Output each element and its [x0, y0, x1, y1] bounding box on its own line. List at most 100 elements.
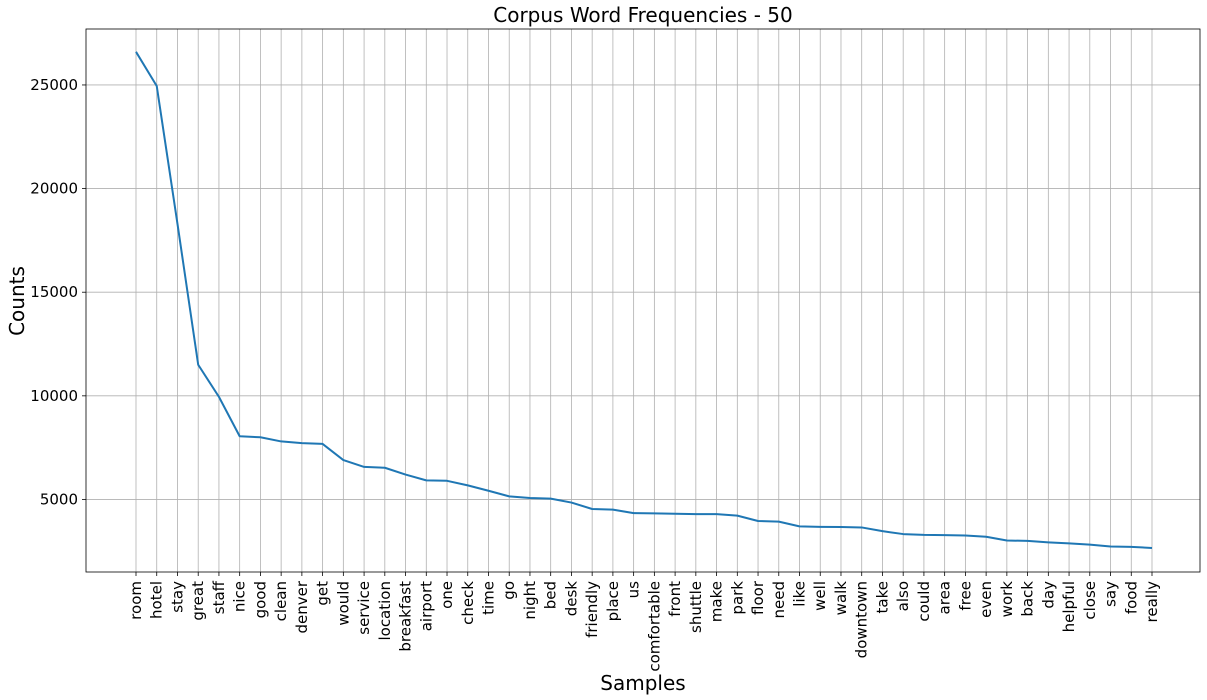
- data-point: [1068, 542, 1070, 544]
- y-axis-title: Counts: [5, 266, 29, 336]
- x-tick-label: shuttle: [687, 581, 705, 633]
- grid-lines: [86, 29, 1200, 572]
- x-tick-label: time: [479, 581, 497, 615]
- x-tick-label: breakfast: [397, 581, 415, 652]
- x-tick-label: need: [770, 581, 788, 619]
- data-point: [1047, 541, 1049, 543]
- x-tick-label: even: [977, 581, 995, 618]
- x-tick-label: hotel: [148, 581, 166, 619]
- data-point: [923, 534, 925, 536]
- x-tick-label: make: [708, 581, 726, 622]
- x-tick-label: day: [1039, 581, 1057, 609]
- data-point: [529, 497, 531, 499]
- x-tick-label: park: [728, 581, 746, 615]
- data-point: [964, 535, 966, 537]
- data-point: [819, 526, 821, 528]
- x-tick-label: would: [334, 581, 352, 626]
- data-point: [301, 442, 303, 444]
- data-point: [1089, 544, 1091, 546]
- x-tick-label: place: [604, 581, 622, 621]
- data-point: [1130, 546, 1132, 548]
- x-tick-label: well: [811, 581, 829, 611]
- data-point: [736, 515, 738, 517]
- data-point: [280, 440, 282, 442]
- data-point: [446, 480, 448, 482]
- data-point: [239, 435, 241, 437]
- data-point: [1151, 547, 1153, 549]
- x-tick-label: front: [666, 581, 684, 617]
- x-tick-label: comfortable: [645, 581, 663, 672]
- data-point: [197, 364, 199, 366]
- data-point: [881, 530, 883, 532]
- data-point: [757, 520, 759, 522]
- data-point: [612, 509, 614, 511]
- x-tick-label: location: [376, 581, 394, 641]
- x-tick-label: really: [1143, 581, 1161, 623]
- data-point: [985, 536, 987, 538]
- data-point: [570, 502, 572, 504]
- x-tick-label: say: [1102, 581, 1120, 607]
- data-point: [550, 498, 552, 500]
- data-point: [135, 51, 137, 53]
- data-point: [363, 466, 365, 468]
- data-point: [633, 512, 635, 514]
- data-point: [840, 526, 842, 528]
- x-tick-label: bed: [542, 581, 560, 609]
- data-point: [384, 467, 386, 469]
- x-tick-label: get: [314, 581, 332, 606]
- x-tick-label: check: [459, 581, 477, 625]
- x-tick-label: denver: [293, 580, 311, 633]
- data-point: [405, 474, 407, 476]
- x-tick-label: great: [189, 581, 207, 621]
- data-point: [1110, 546, 1112, 548]
- x-tick-label: area: [936, 581, 954, 614]
- x-tick-label: work: [998, 581, 1016, 618]
- data-point: [653, 512, 655, 514]
- data-point: [467, 484, 469, 486]
- x-tick-label: downtown: [853, 581, 871, 658]
- data-point: [716, 513, 718, 515]
- data-points: [135, 51, 1153, 549]
- data-point: [156, 85, 158, 87]
- x-tick-label: could: [915, 581, 933, 622]
- x-tick-label: helpful: [1060, 581, 1078, 632]
- y-tick-label: 25000: [30, 76, 78, 94]
- data-point: [425, 479, 427, 481]
- y-tick-label: 10000: [30, 387, 78, 405]
- data-point: [778, 521, 780, 523]
- chart-title: Corpus Word Frequencies - 50: [493, 3, 792, 27]
- y-tick-label: 15000: [30, 283, 78, 301]
- x-tick-label: walk: [832, 581, 850, 616]
- y-tick-label: 20000: [30, 180, 78, 198]
- data-point: [674, 513, 676, 515]
- x-tick-label: clean: [272, 581, 290, 621]
- y-axis: 5000 10000 15000 20000 25000: [30, 76, 86, 508]
- data-point: [591, 508, 593, 510]
- data-point: [176, 223, 178, 225]
- x-tick-label: free: [956, 581, 974, 611]
- x-tick-label: nice: [231, 581, 249, 612]
- x-tick-label: floor: [749, 580, 767, 615]
- data-point: [695, 513, 697, 515]
- data-point: [259, 436, 261, 438]
- data-point: [1006, 539, 1008, 541]
- data-point: [902, 533, 904, 535]
- data-point: [218, 396, 220, 398]
- plot-frame: [85, 28, 1201, 573]
- data-point: [861, 526, 863, 528]
- x-tick-label: like: [791, 581, 809, 607]
- data-point: [342, 459, 344, 461]
- data-point: [799, 525, 801, 527]
- x-tick-label: take: [873, 581, 891, 613]
- x-axis: room hotel stay great staff nice good clean denv…: [127, 572, 1161, 672]
- x-tick-label: night: [521, 581, 539, 620]
- x-tick-label: service: [355, 581, 373, 635]
- data-point: [322, 443, 324, 445]
- data-point: [508, 495, 510, 497]
- x-tick-label: desk: [562, 581, 580, 617]
- x-tick-label: staff: [210, 580, 228, 614]
- y-tick-label: 5000: [40, 490, 78, 508]
- data-point: [944, 534, 946, 536]
- x-tick-label: also: [894, 581, 912, 611]
- x-tick-label: stay: [168, 581, 186, 613]
